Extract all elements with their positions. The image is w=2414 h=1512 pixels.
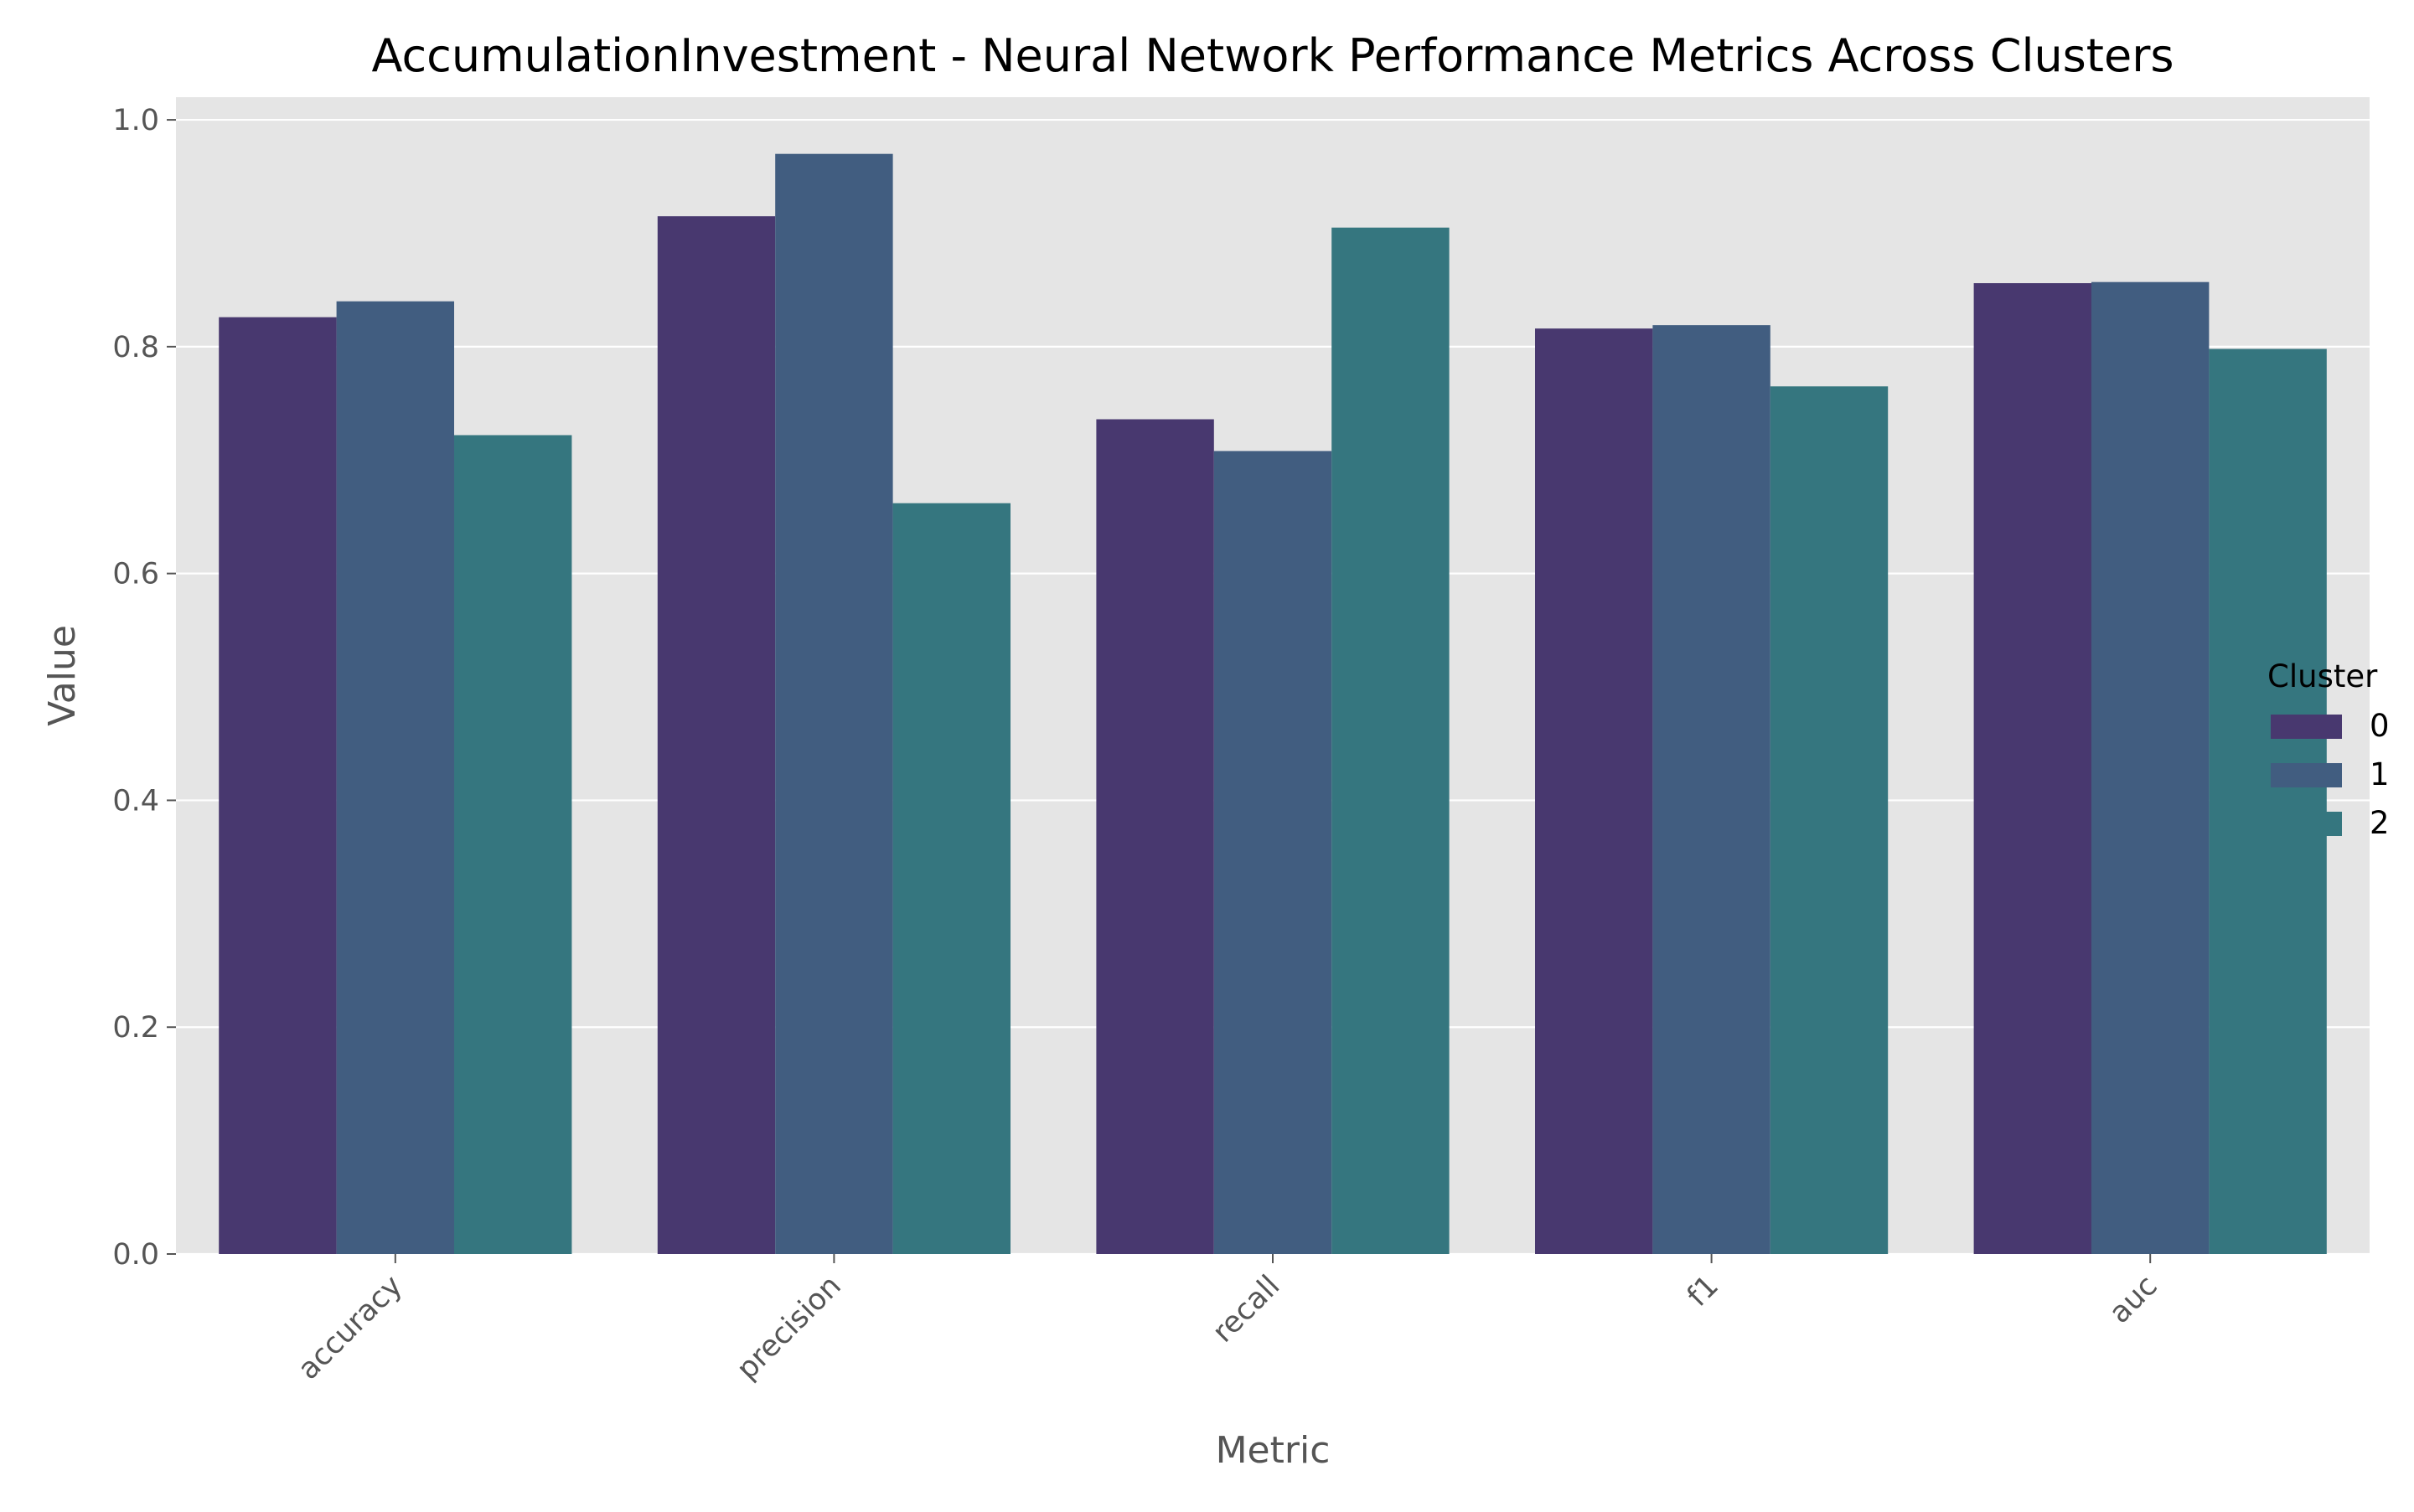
bar-recall-cluster-0 (1096, 419, 1214, 1254)
y-tick-label: 0.8 (112, 331, 159, 364)
x-tick-label: precision (731, 1269, 848, 1386)
y-tick-label: 0.6 (112, 558, 159, 591)
bar-f1-cluster-2 (1770, 386, 1889, 1254)
x-tick-label: f1 (1681, 1269, 1725, 1313)
bar-precision-cluster-1 (775, 153, 893, 1255)
bar-recall-cluster-1 (1213, 451, 1332, 1254)
bar-auc-cluster-1 (2091, 281, 2210, 1254)
legend: Cluster 0 1 2 (2267, 658, 2390, 841)
bar-recall-cluster-2 (1331, 227, 1450, 1255)
x-tick-label: auc (2103, 1269, 2164, 1330)
x-axis: accuracy precision recall f1 auc (292, 1254, 2164, 1386)
y-tick-label: 0.2 (112, 1011, 159, 1045)
x-axis-label: Metric (1216, 1429, 1331, 1472)
bar-precision-cluster-2 (892, 503, 1011, 1254)
bar-auc-cluster-2 (2209, 348, 2327, 1255)
legend-swatch-cluster-2 (2271, 812, 2342, 836)
bars (219, 153, 2327, 1255)
legend-swatch-cluster-1 (2271, 763, 2342, 787)
y-axis: 0.0 0.2 0.4 0.6 0.8 1.0 (112, 104, 176, 1272)
legend-label-cluster-2: 2 (2370, 805, 2390, 841)
y-tick-label: 0.4 (112, 784, 159, 818)
bar-accuracy-cluster-1 (336, 301, 454, 1255)
bar-f1-cluster-1 (1652, 325, 1770, 1255)
bar-precision-cluster-0 (657, 216, 776, 1255)
x-tick-label: recall (1207, 1269, 1287, 1349)
bar-f1-cluster-0 (1535, 328, 1653, 1255)
y-tick-label: 0.0 (112, 1238, 159, 1272)
y-axis-label: Value (41, 625, 84, 726)
legend-label-cluster-0: 0 (2370, 708, 2390, 744)
x-tick-label: accuracy (292, 1269, 409, 1386)
legend-title: Cluster (2267, 658, 2378, 694)
y-tick-label: 1.0 (112, 104, 159, 137)
bar-accuracy-cluster-0 (219, 317, 337, 1255)
legend-label-cluster-1: 1 (2370, 756, 2390, 792)
bar-accuracy-cluster-2 (454, 435, 572, 1254)
bar-auc-cluster-0 (1973, 283, 2091, 1254)
chart-title: AccumulationInvestment - Neural Network … (371, 29, 2174, 82)
legend-swatch-cluster-0 (2271, 715, 2342, 739)
